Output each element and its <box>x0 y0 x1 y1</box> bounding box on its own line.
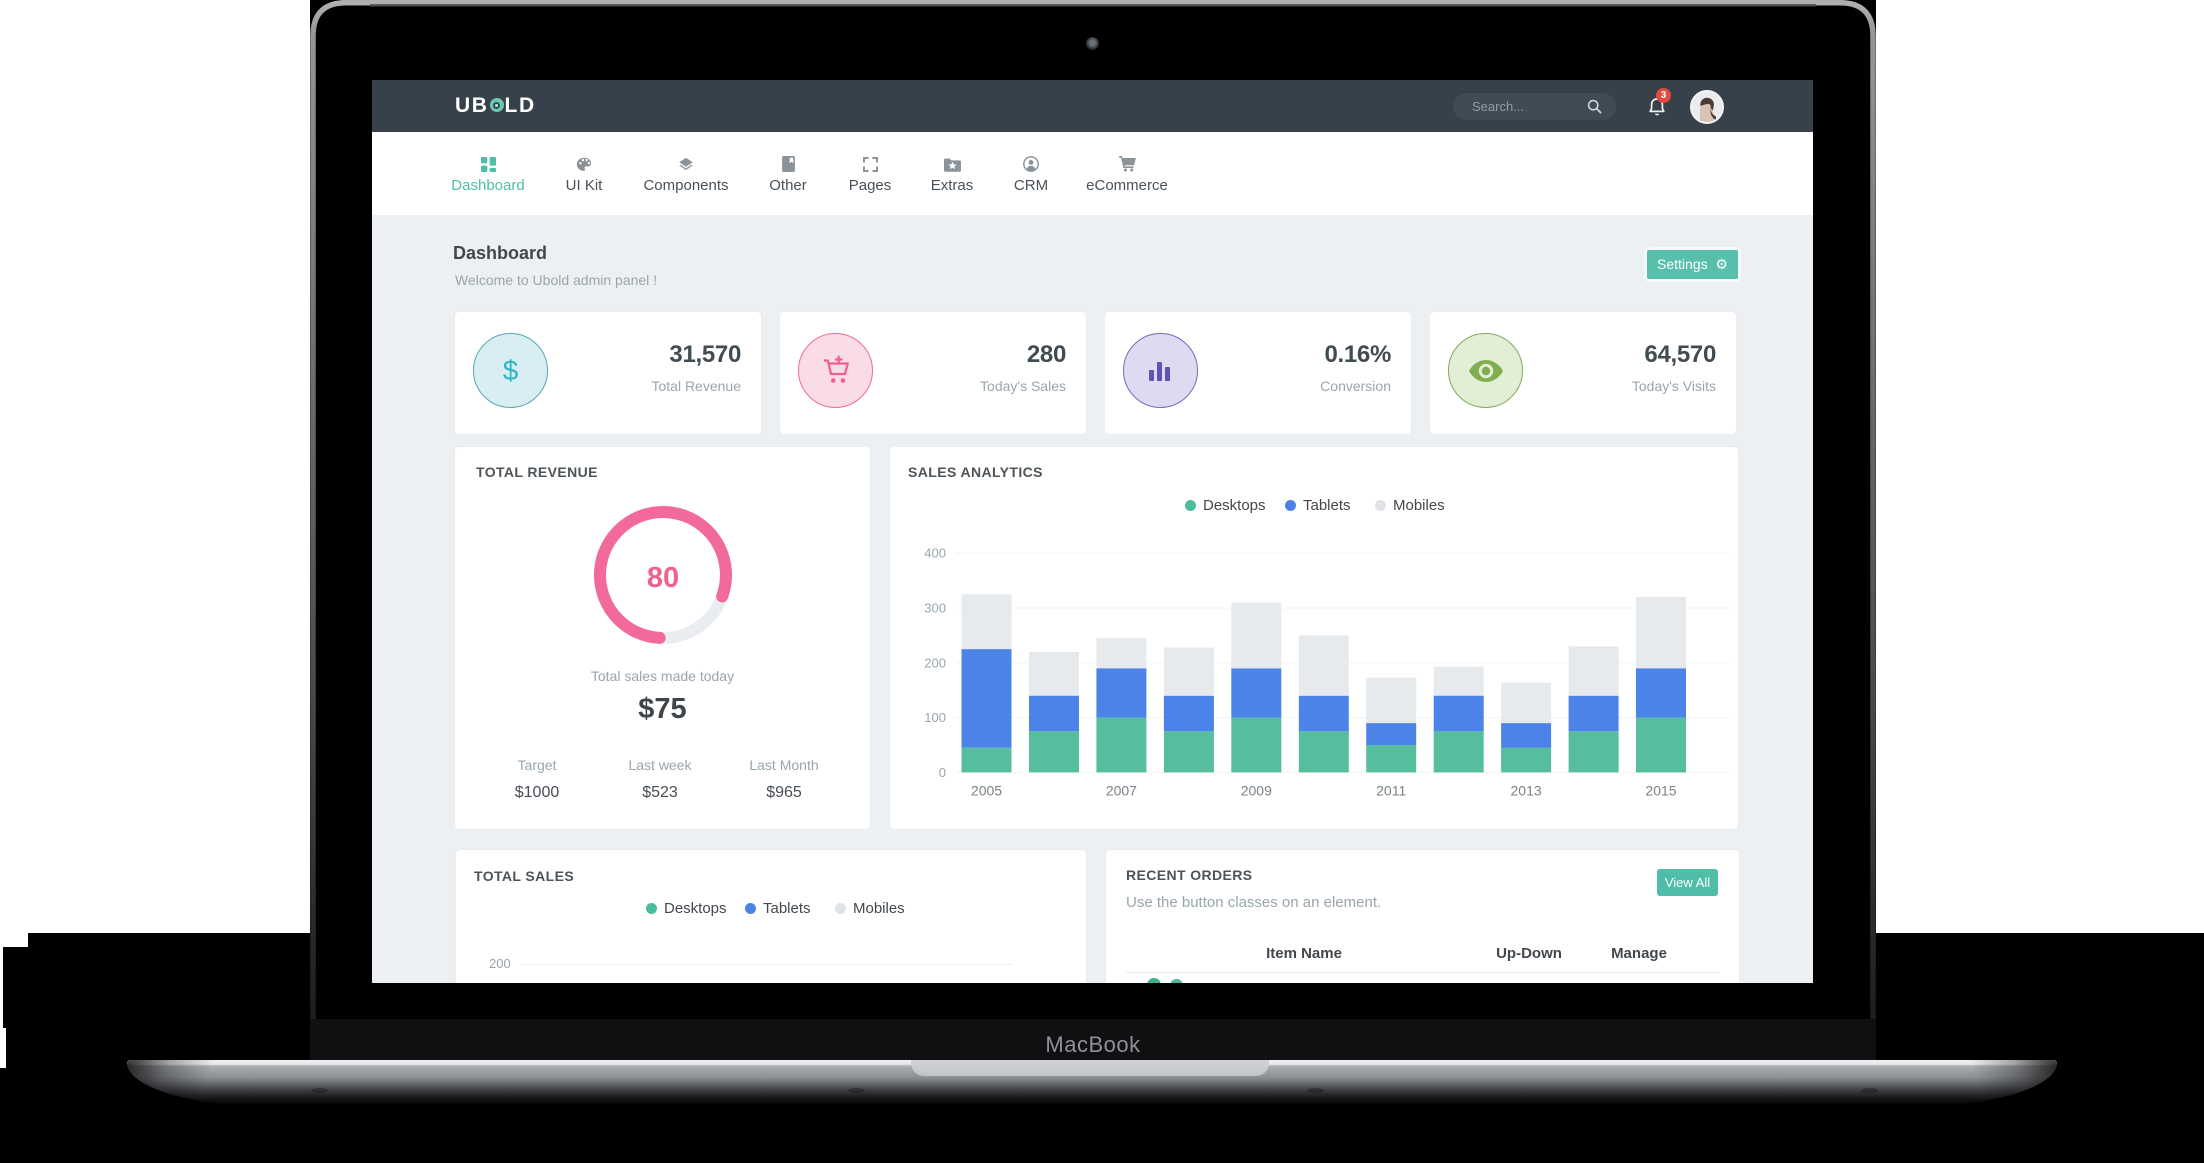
svg-text:2007: 2007 <box>1106 782 1137 798</box>
svg-text:400: 400 <box>924 546 946 561</box>
svg-text:2011: 2011 <box>1376 782 1406 798</box>
svg-text:300: 300 <box>924 601 946 616</box>
svg-text:2005: 2005 <box>971 782 1002 798</box>
svg-text:2015: 2015 <box>1645 782 1676 798</box>
svg-text:80: 80 <box>647 562 679 594</box>
svg-text:2009: 2009 <box>1241 782 1272 798</box>
svg-text:100: 100 <box>924 710 946 725</box>
svg-text:200: 200 <box>924 655 946 670</box>
svg-text:0: 0 <box>939 765 946 780</box>
svg-text:2013: 2013 <box>1511 782 1542 798</box>
